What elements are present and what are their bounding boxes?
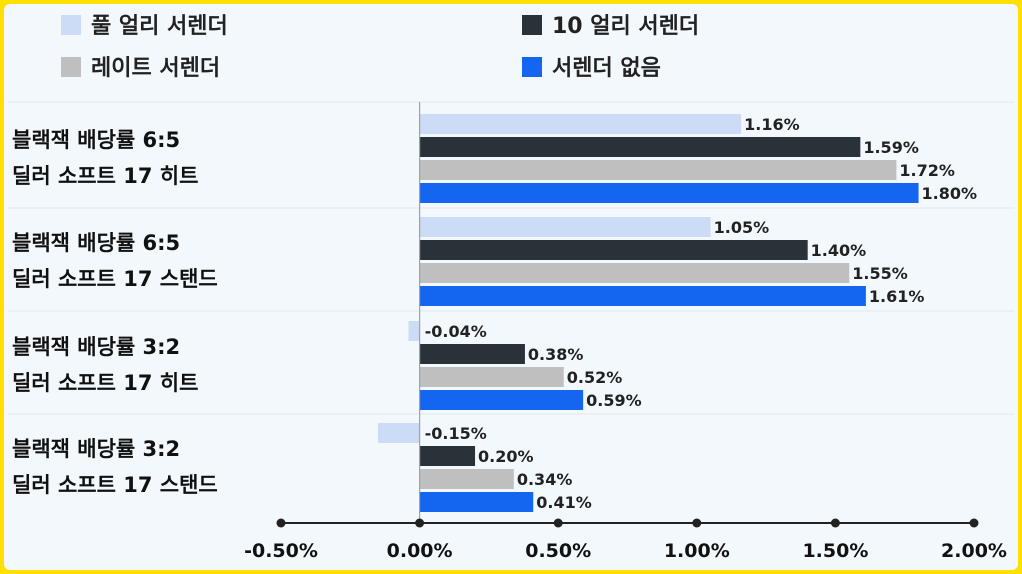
data-label: 0.59% [586, 391, 642, 410]
data-label: 0.52% [567, 368, 623, 387]
data-label: 0.41% [536, 493, 592, 512]
data-label: 1.05% [714, 218, 770, 237]
x-tick-label: 0.50% [525, 540, 591, 562]
category-label: 블랙잭 배당률 3:2 [12, 335, 180, 359]
category-label: 블랙잭 배당률 6:5 [12, 128, 180, 152]
x-tick-label: 2.00% [941, 540, 1007, 562]
x-tick-dot [553, 518, 563, 528]
data-label: 0.34% [517, 470, 573, 489]
legend-swatch-3 [61, 57, 81, 77]
bar-4-3 [419, 390, 584, 410]
data-label: 1.61% [869, 287, 925, 306]
legend-label-3: 레이트 서렌더 [91, 56, 220, 81]
data-label: -0.04% [425, 322, 487, 341]
x-tick-dot [692, 518, 702, 528]
bar-1-3 [408, 321, 420, 341]
bar-2-3 [419, 344, 525, 364]
x-tick-dot [415, 518, 425, 528]
data-label: 1.59% [863, 138, 919, 157]
bar-4-4 [419, 492, 534, 512]
bar-1-4 [378, 423, 420, 443]
legend-label-1: 풀 얼리 서렌더 [91, 14, 228, 39]
x-tick-label: 0.00% [387, 540, 453, 562]
category-label: 딜러 소프트 17 히트 [12, 164, 198, 188]
bar-4-2 [419, 286, 866, 306]
data-label: 0.20% [478, 447, 534, 466]
data-label: 1.16% [744, 115, 800, 134]
bar-3-1 [419, 160, 897, 180]
bar-2-2 [419, 240, 808, 260]
category-label: 딜러 소프트 17 스탠드 [12, 267, 218, 291]
data-label: 1.72% [899, 161, 955, 180]
x-tick-label: -0.50% [244, 540, 318, 562]
data-label: 1.55% [852, 264, 908, 283]
bar-3-2 [419, 263, 850, 283]
x-tick-dot [830, 518, 840, 528]
bar-2-1 [419, 137, 861, 157]
data-label: -0.15% [425, 424, 487, 443]
data-label: 1.80% [922, 184, 978, 203]
legend-swatch-4 [522, 57, 542, 77]
legend-label-4: 서렌더 없음 [552, 56, 661, 81]
category-label: 블랙잭 배당률 3:2 [12, 437, 180, 461]
legend-swatch-2 [522, 15, 542, 35]
legend-label-2: 10 얼리 서렌더 [552, 14, 699, 39]
x-tick-label: 1.50% [802, 540, 868, 562]
category-label: 딜러 소프트 17 스탠드 [12, 473, 218, 497]
category-label: 딜러 소프트 17 히트 [12, 371, 198, 395]
bar-4-1 [419, 183, 919, 203]
x-tick-label: 1.00% [664, 540, 730, 562]
bar-2-4 [419, 446, 476, 466]
bar-3-3 [419, 367, 564, 387]
bar-3-4 [419, 469, 514, 489]
data-label: 1.40% [811, 241, 867, 260]
data-label: 0.38% [528, 345, 584, 364]
x-tick-dot [969, 518, 979, 528]
legend-swatch-1 [61, 15, 81, 35]
x-tick-dot [276, 518, 286, 528]
bar-1-1 [419, 114, 742, 134]
bar-1-2 [419, 217, 711, 237]
category-label: 블랙잭 배당률 6:5 [12, 231, 180, 255]
